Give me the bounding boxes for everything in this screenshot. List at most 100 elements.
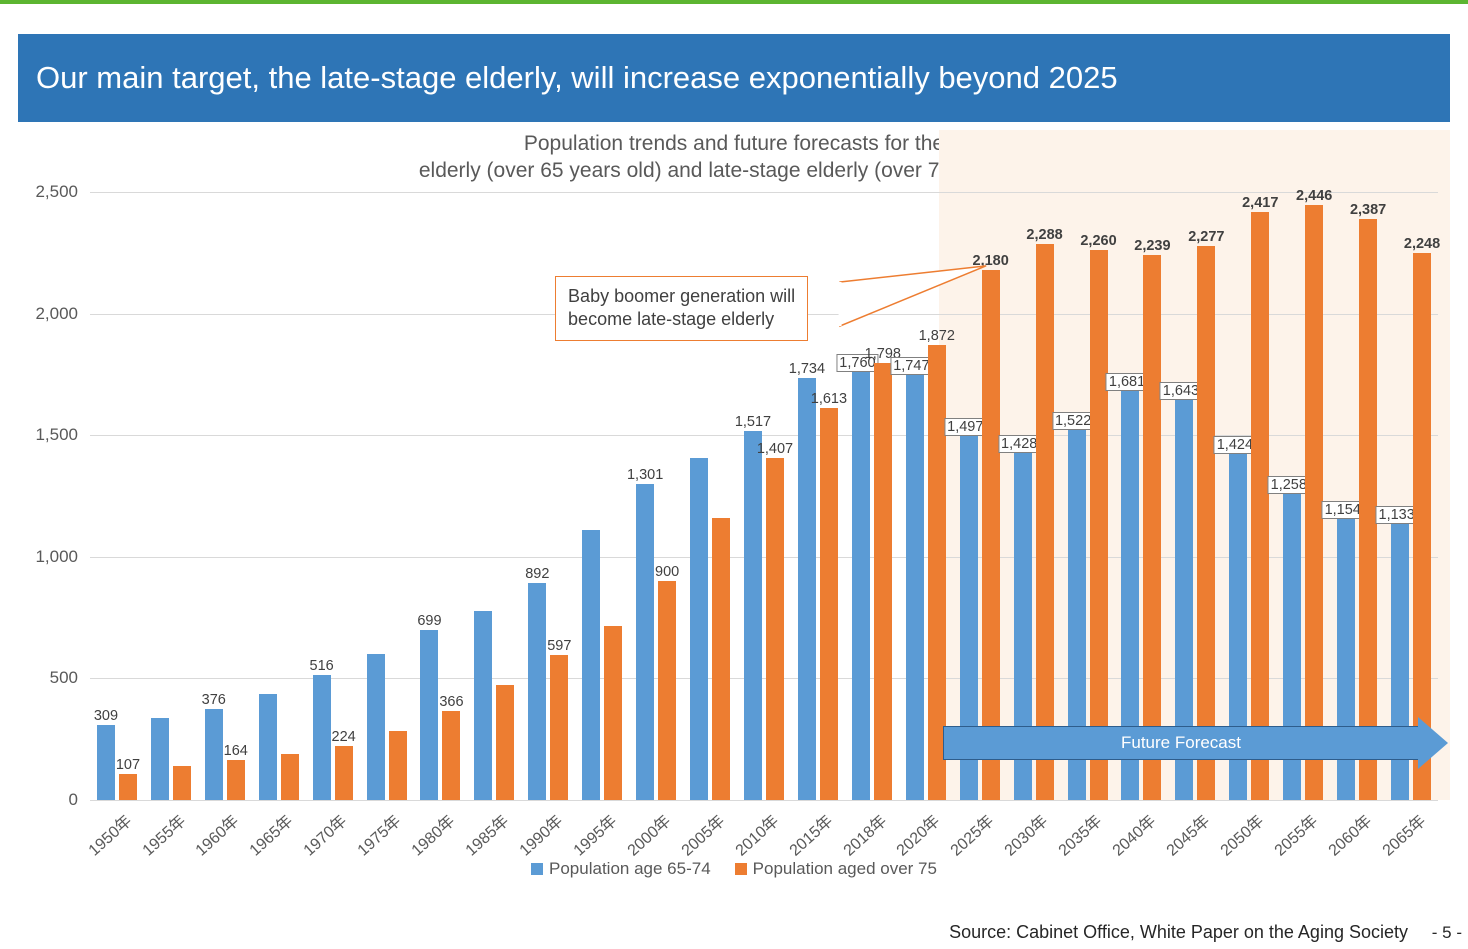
x-axis-label: 1995年	[567, 808, 621, 860]
legend-item: Population aged over 75	[735, 859, 937, 879]
x-axis-label: 2040年	[1106, 808, 1160, 860]
x-axis-label: 1980年	[405, 808, 459, 860]
x-axis-label: 2025年	[944, 808, 998, 860]
bar-value-label: 1,301	[627, 467, 663, 484]
bar-age-65-74	[259, 694, 277, 800]
bar-group	[360, 654, 414, 800]
bar-value-label: 2,260	[1080, 233, 1116, 250]
bar-age-over-75: 1,613	[820, 408, 838, 800]
bar-value-label: 516	[310, 658, 334, 675]
gridline	[90, 800, 1438, 801]
bar-age-over-75	[496, 685, 514, 800]
plot-area: 3091073761645162246993668925971,3019001,…	[90, 192, 1438, 800]
chart-container: Population trends and future forecasts f…	[18, 130, 1450, 890]
bar-age-over-75	[604, 626, 622, 800]
future-arrow-head-icon	[1418, 717, 1448, 769]
bar-age-over-75: 2,277	[1197, 246, 1215, 800]
bar-value-label: 2,387	[1350, 202, 1386, 219]
bar-age-65-74	[474, 611, 492, 800]
bar-value-label: 1,424	[1214, 436, 1256, 454]
bar-value-label: 2,277	[1188, 229, 1224, 246]
bar-age-over-75: 2,288	[1036, 244, 1054, 800]
future-arrow-label: Future Forecast	[943, 726, 1418, 760]
bar-value-label: 1,872	[919, 328, 955, 345]
bar-age-over-75: 2,417	[1251, 212, 1269, 800]
bar-value-label: 1,497	[944, 418, 986, 436]
x-axis-label: 2050年	[1214, 808, 1268, 860]
bar-age-65-74: 1,301	[636, 484, 654, 800]
bar-group	[467, 611, 521, 800]
bar-value-label: 1,517	[735, 414, 771, 431]
top-green-bar	[0, 0, 1468, 4]
chart-title-line1: Population trends and future forecasts f…	[524, 132, 944, 155]
title-banner: Our main target, the late-stage elderly,…	[18, 34, 1450, 122]
x-axis-label: 2018年	[836, 808, 890, 860]
x-axis-label: 2065年	[1375, 808, 1429, 860]
bar-age-over-75: 366	[442, 711, 460, 800]
bar-age-over-75: 900	[658, 581, 676, 800]
x-axis-label: 1970年	[297, 808, 351, 860]
bar-value-label: 107	[116, 757, 140, 774]
bar-value-label: 892	[525, 566, 549, 583]
bar-age-over-75: 597	[550, 655, 568, 800]
bar-group	[575, 530, 629, 800]
bar-age-65-74: 1,734	[798, 378, 816, 800]
x-axis-label: 1985年	[459, 808, 513, 860]
bar-group: 1,6432,277	[1168, 246, 1222, 800]
bar-value-label: 164	[224, 743, 248, 760]
bar-group: 1,4972,180	[953, 270, 1007, 800]
legend: Population age 65-74 Population aged over…	[18, 859, 1450, 880]
bar-group: 376164	[198, 709, 252, 800]
y-axis-label: 1,500	[35, 425, 78, 445]
page-number: - 5 -	[1432, 923, 1462, 943]
bar-value-label: 2,180	[973, 253, 1009, 270]
bar-value-label: 900	[655, 564, 679, 581]
x-axis-label: 2015年	[782, 808, 836, 860]
bar-age-65-74: 376	[205, 709, 223, 800]
bar-age-65-74: 1,760	[852, 372, 870, 800]
bar-age-over-75: 2,239	[1143, 255, 1161, 800]
bar-group: 1,5171,407	[737, 431, 791, 800]
bar-age-over-75	[281, 754, 299, 800]
bar-age-over-75: 2,387	[1359, 219, 1377, 800]
bar-value-label: 2,248	[1404, 236, 1440, 253]
x-axis-label: 1950年	[81, 808, 135, 860]
bar-age-65-74	[582, 530, 600, 800]
bar-value-label: 1,407	[757, 441, 793, 458]
bar-group: 1,301900	[629, 484, 683, 800]
callout-line1: Baby boomer generation will	[568, 286, 795, 306]
bar-group: 516224	[306, 675, 360, 800]
bar-group: 1,7341,613	[791, 378, 845, 800]
x-axis-label: 2000年	[620, 808, 674, 860]
bar-group: 1,7601,798	[845, 363, 899, 800]
bar-age-65-74: 516	[313, 675, 331, 800]
legend-swatch-icon	[735, 863, 747, 875]
bar-age-65-74: 1,517	[744, 431, 762, 800]
legend-label: Population aged over 75	[753, 859, 937, 879]
bar-value-label: 1,258	[1268, 476, 1310, 494]
future-forecast-arrow: Future Forecast	[943, 726, 1448, 760]
bar-age-over-75: 1,407	[766, 458, 784, 800]
bar-age-over-75: 1,798	[874, 363, 892, 800]
bar-age-over-75: 2,260	[1090, 250, 1108, 800]
bar-value-label: 1,643	[1160, 382, 1202, 400]
x-axis-label: 2060年	[1321, 808, 1375, 860]
y-axis-label: 500	[50, 668, 78, 688]
bar-group	[144, 718, 198, 800]
bar-value-label: 1,522	[1052, 412, 1094, 430]
legend-label: Population age 65-74	[549, 859, 711, 879]
y-axis-label: 0	[69, 790, 78, 810]
y-axis-label: 1,000	[35, 547, 78, 567]
bar-value-label: 2,239	[1134, 238, 1170, 255]
x-axis-label: 2020年	[890, 808, 944, 860]
y-axis-label: 2,500	[35, 182, 78, 202]
bar-value-label: 1,747	[890, 357, 932, 375]
bar-age-over-75: 107	[119, 774, 137, 800]
bar-value-label: 1,154	[1322, 501, 1364, 519]
callout-line2: become late-stage elderly	[568, 309, 774, 329]
bar-age-over-75: 224	[335, 746, 353, 800]
x-axis-label: 2035年	[1052, 808, 1106, 860]
y-axis-label: 2,000	[35, 304, 78, 324]
bar-age-65-74: 699	[420, 630, 438, 800]
x-axis: 1950年1955年1960年1965年1970年1975年1980年1985年…	[90, 802, 1438, 852]
